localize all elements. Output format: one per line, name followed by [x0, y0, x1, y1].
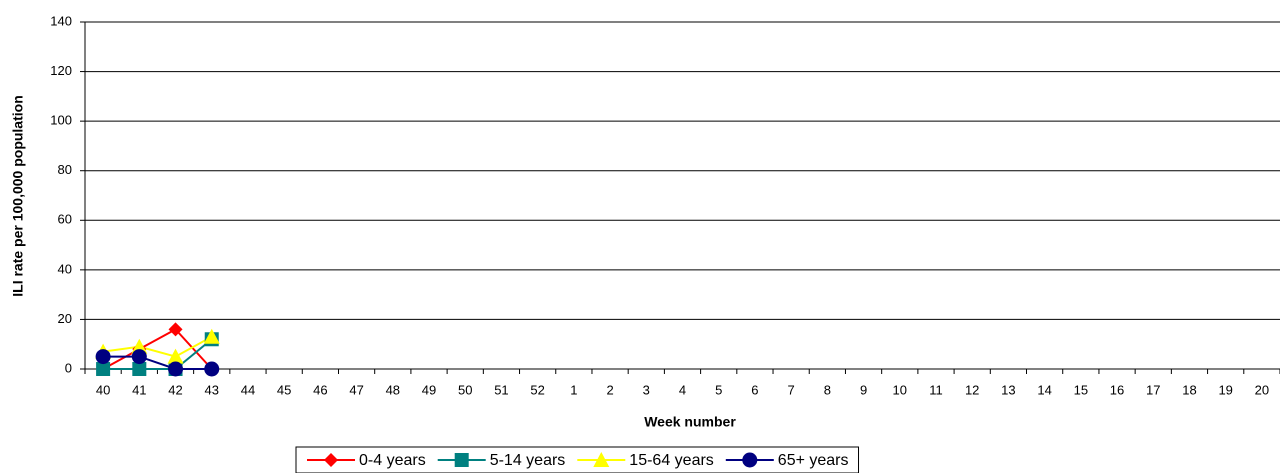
- x-tick-label: 41: [132, 382, 146, 397]
- x-tick-label: 52: [530, 382, 544, 397]
- x-tick-label: 40: [96, 382, 110, 397]
- x-tick-label: 43: [205, 382, 219, 397]
- x-tick-label: 15: [1074, 382, 1088, 397]
- x-axis-title: Week number: [644, 414, 736, 430]
- data-point: [204, 361, 220, 377]
- data-point: [168, 322, 183, 337]
- y-tick-label: 100: [50, 113, 72, 128]
- x-tick-label: 8: [824, 382, 831, 397]
- legend: 0-4 years 5-14 years 15-64 years 65+ years: [295, 446, 860, 473]
- data-point: [132, 362, 147, 376]
- data-point: [131, 338, 148, 354]
- x-tick-label: 10: [893, 382, 907, 397]
- series-line: [102, 335, 213, 358]
- y-tick-label: 60: [58, 212, 72, 227]
- x-tick-label: 6: [751, 382, 758, 397]
- x-tick-label: 42: [168, 382, 182, 397]
- legend-marker: [742, 452, 758, 468]
- x-tick-label: 7: [788, 382, 795, 397]
- y-tick-label: 0: [65, 360, 72, 375]
- x-tick-label: 45: [277, 382, 291, 397]
- x-tick-label: 16: [1110, 382, 1124, 397]
- data-point: [131, 349, 147, 365]
- x-tick-label: 3: [643, 382, 650, 397]
- y-axis-title: ILI rate per 100,000 population: [10, 95, 26, 297]
- x-tick-label: 4: [679, 382, 686, 397]
- legend-marker: [454, 453, 469, 467]
- y-tick-label: 20: [58, 311, 72, 326]
- x-tick-label: 49: [422, 382, 436, 397]
- data-point: [167, 348, 184, 364]
- legend-label: 15-64 years: [629, 452, 714, 469]
- x-tick-label: 20: [1255, 382, 1269, 397]
- legend-marker: [593, 452, 610, 467]
- x-tick-label: 1: [570, 382, 577, 397]
- series-line: [102, 328, 213, 370]
- x-tick-label: 17: [1146, 382, 1160, 397]
- x-tick-label: 19: [1218, 382, 1232, 397]
- y-tick-label: 120: [50, 63, 72, 78]
- x-tick-label: 18: [1182, 382, 1196, 397]
- x-tick-label: 13: [1001, 382, 1015, 397]
- legend-label: 5-14 years: [490, 452, 566, 469]
- data-point: [96, 362, 111, 376]
- x-tick-label: 50: [458, 382, 472, 397]
- x-tick-label: 12: [965, 382, 979, 397]
- data-point: [168, 361, 184, 377]
- x-tick-label: 46: [313, 382, 327, 397]
- x-tick-label: 51: [494, 382, 508, 397]
- y-tick-label: 140: [50, 13, 72, 28]
- x-tick-label: 44: [241, 382, 255, 397]
- data-point: [203, 328, 220, 344]
- y-tick-label: 40: [58, 261, 72, 276]
- legend-label: 0-4 years: [359, 452, 426, 469]
- x-tick-label: 47: [349, 382, 363, 397]
- series-line: [103, 338, 213, 370]
- x-tick-label: 48: [386, 382, 400, 397]
- x-tick-label: 11: [929, 382, 943, 397]
- y-tick-label: 80: [58, 162, 72, 177]
- x-tick-label: 9: [860, 382, 867, 397]
- x-tick-label: 5: [715, 382, 722, 397]
- legend-marker: [324, 453, 338, 467]
- series-line: [103, 355, 212, 370]
- data-point: [95, 349, 111, 365]
- x-tick-label: 2: [606, 382, 613, 397]
- x-tick-label: 14: [1037, 382, 1051, 397]
- legend-label: 65+ years: [778, 452, 849, 469]
